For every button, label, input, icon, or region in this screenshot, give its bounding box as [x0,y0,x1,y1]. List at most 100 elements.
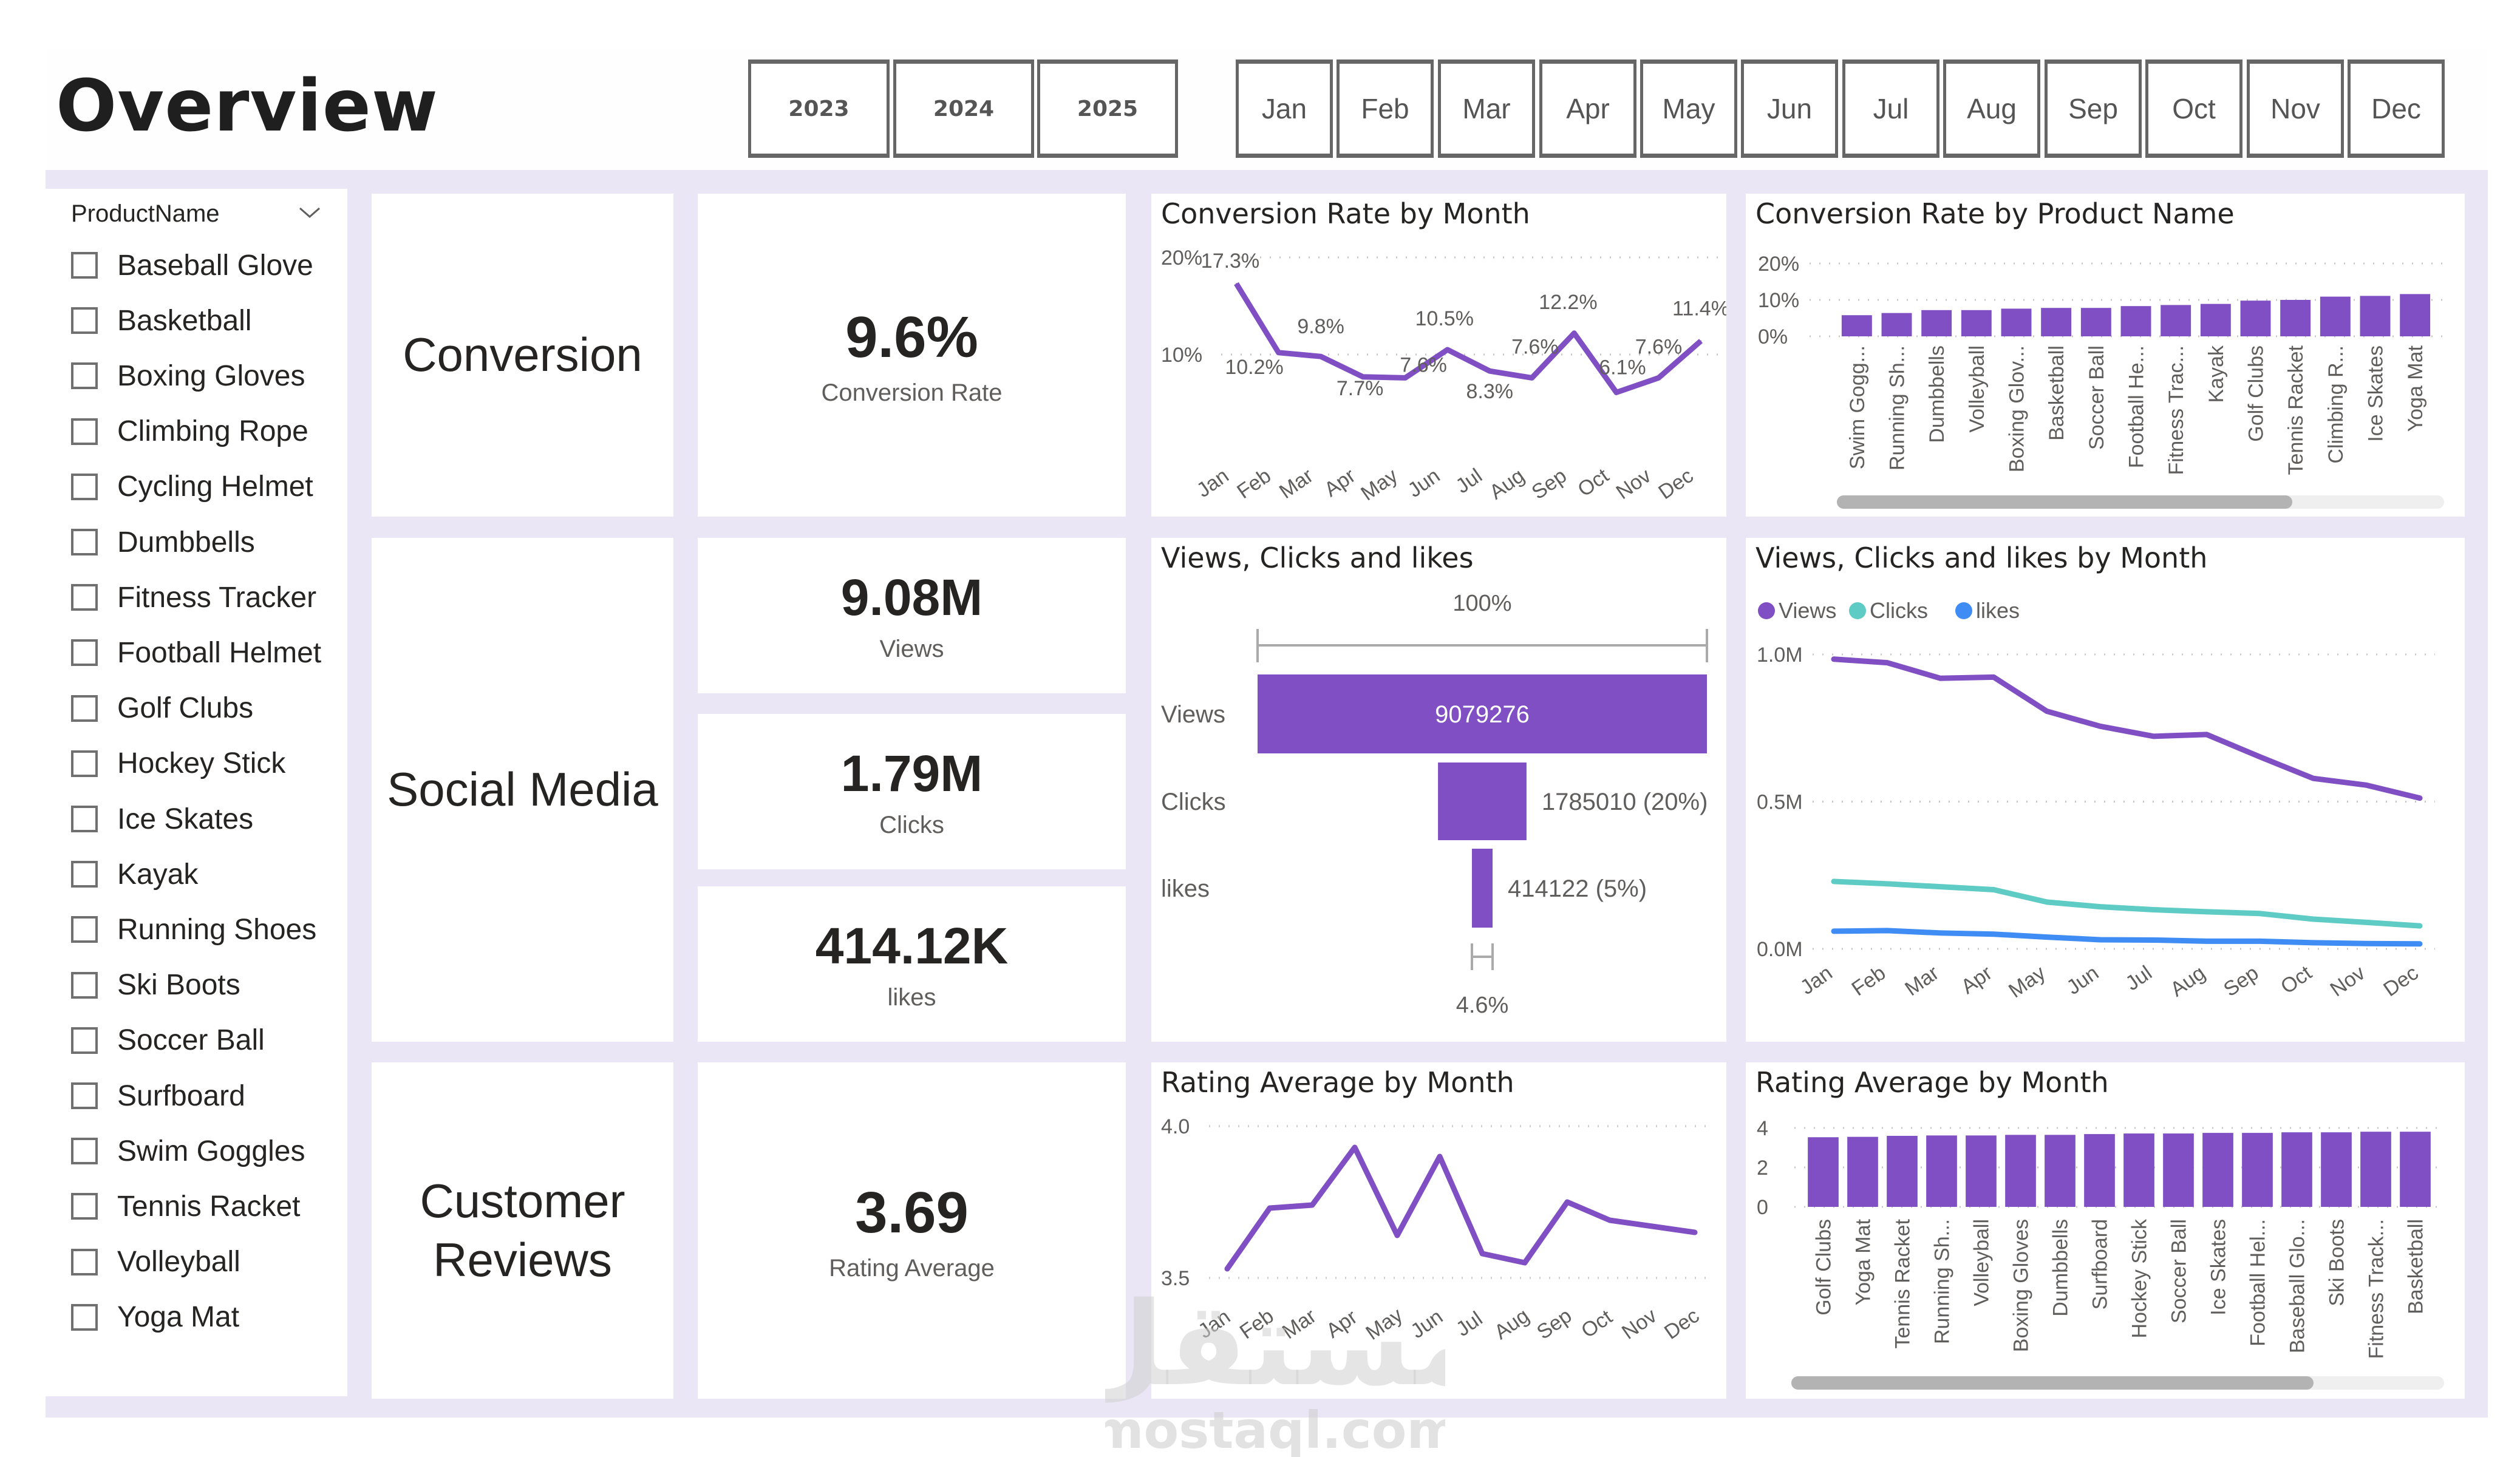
bar[interactable] [2360,1132,2391,1207]
bar[interactable] [2360,296,2391,336]
month-button-jan[interactable]: Jan [1236,59,1333,158]
checkbox[interactable] [71,529,98,555]
chart-conversion-by-month[interactable]: Conversion Rate by Month 20% 10% 17.3% 10.2… [1151,194,1726,517]
chart-vcl-by-month[interactable]: Views, Clicks and likes by Month Views Cl… [1746,538,2465,1042]
chevron-down-icon[interactable] [298,203,322,222]
slicer-item[interactable]: Surfboard [71,1072,245,1120]
funnel-bar[interactable] [1438,762,1527,840]
checkbox[interactable] [71,1082,98,1109]
chart-conversion-by-product[interactable]: Conversion Rate by Product Name 0% 10% 20%… [1746,194,2465,517]
checkbox[interactable] [71,252,98,279]
slicer-item[interactable]: Hockey Stick [71,739,285,788]
bar[interactable] [2041,308,2072,336]
bar[interactable] [2080,308,2111,336]
checkbox[interactable] [71,1138,98,1165]
checkbox[interactable] [71,639,98,667]
series-line-clicks[interactable] [1831,878,2423,929]
bar[interactable] [2001,308,2032,336]
bar[interactable] [2320,296,2351,336]
bar[interactable] [2045,1135,2076,1207]
checkbox[interactable] [71,362,98,390]
data-point[interactable] [1236,283,1237,285]
month-button-may[interactable]: May [1640,59,1737,158]
checkbox[interactable] [71,971,98,999]
bar[interactable] [1926,1135,1957,1207]
chart-rating-by-month[interactable]: Rating Average by Month 4.0 3.5 Jan Feb Mar A… [1151,1062,1726,1399]
bar[interactable] [2281,1132,2312,1207]
bar[interactable] [2120,306,2151,336]
data-point[interactable] [1320,356,1322,358]
month-button-sep[interactable]: Sep [2045,59,2142,158]
bar[interactable] [1887,1136,1918,1207]
bar[interactable] [2123,1133,2154,1207]
month-button-nov[interactable]: Nov [2247,59,2344,158]
bar[interactable] [1881,313,1912,336]
funnel-bar[interactable] [1471,849,1493,928]
month-button-dec[interactable]: Dec [2348,59,2445,158]
slicer-item[interactable]: Soccer Ball [71,1016,265,1065]
slicer-item[interactable]: Football Helmet [71,628,321,677]
slicer-item[interactable]: Ski Boots [71,961,240,1010]
slicer-item[interactable]: Fitness Tracker [71,573,316,622]
bar[interactable] [2240,301,2271,336]
year-button-2024[interactable]: 2024 [893,59,1034,158]
slicer-item[interactable]: Dumbbells [71,518,255,566]
month-button-aug[interactable]: Aug [1943,59,2040,158]
slicer-item[interactable]: Tennis Racket [71,1182,300,1231]
slicer-item[interactable]: Cycling Helmet [71,463,313,511]
series-line[interactable] [1224,1144,1698,1272]
bar[interactable] [1961,310,1992,336]
bar[interactable] [1808,1137,1839,1207]
bar[interactable] [1841,315,1872,336]
checkbox[interactable] [71,1027,98,1054]
slicer-item[interactable]: Running Shoes [71,905,316,954]
data-point[interactable] [1405,377,1406,379]
checkbox[interactable] [71,307,98,335]
slicer-item[interactable]: Climbing Rope [71,407,308,456]
checkbox[interactable] [71,1248,98,1275]
data-point[interactable] [1531,377,1533,379]
checkbox[interactable] [71,418,98,445]
checkbox[interactable] [71,750,98,777]
checkbox[interactable] [71,916,98,943]
checkbox[interactable] [71,584,98,611]
scrollbar-thumb[interactable] [1791,1376,2314,1390]
bar[interactable] [2200,304,2231,336]
checkbox[interactable] [71,806,98,832]
data-point[interactable] [1658,377,1660,379]
scrollbar-thumb[interactable] [1837,495,2292,509]
checkbox[interactable] [71,1303,98,1331]
data-point[interactable] [1700,340,1701,342]
series-line-likes[interactable] [1831,928,2423,947]
bar[interactable] [2163,1133,2194,1207]
bar[interactable] [1966,1135,1997,1207]
slicer-item[interactable]: Golf Clubs [71,684,253,733]
slicer-item[interactable]: Basketball [71,296,251,345]
series-line-views[interactable] [1831,656,2423,801]
bar[interactable] [2084,1134,2115,1207]
year-button-2025[interactable]: 2025 [1037,59,1178,158]
checkbox[interactable] [71,861,98,888]
slicer-item[interactable]: Boxing Gloves [71,352,305,400]
funnel-bar[interactable] [1258,674,1707,753]
data-point[interactable] [1573,332,1575,334]
month-button-jun[interactable]: Jun [1741,59,1838,158]
data-point[interactable] [1615,392,1617,393]
slicer-item[interactable]: Yoga Mat [71,1293,239,1342]
bar[interactable] [2321,1132,2352,1207]
slicer-item[interactable]: Volleyball [71,1238,240,1286]
checkbox[interactable] [71,695,98,722]
data-point[interactable] [1446,349,1448,350]
chart-rating-by-product[interactable]: Rating Average by Month 0 2 4 Golf Clubs Yog… [1746,1062,2465,1399]
bar[interactable] [2161,305,2191,336]
year-button-2023[interactable]: 2023 [748,59,890,158]
bar[interactable] [2400,1132,2431,1207]
checkbox[interactable] [71,473,98,500]
bar[interactable] [1847,1136,1878,1207]
bar[interactable] [1921,310,1952,336]
slicer-item[interactable]: Ice Skates [71,795,253,843]
month-button-mar[interactable]: Mar [1438,59,1535,158]
data-point[interactable] [1489,370,1491,372]
data-point[interactable] [1278,352,1279,353]
month-button-apr[interactable]: Apr [1539,59,1636,158]
